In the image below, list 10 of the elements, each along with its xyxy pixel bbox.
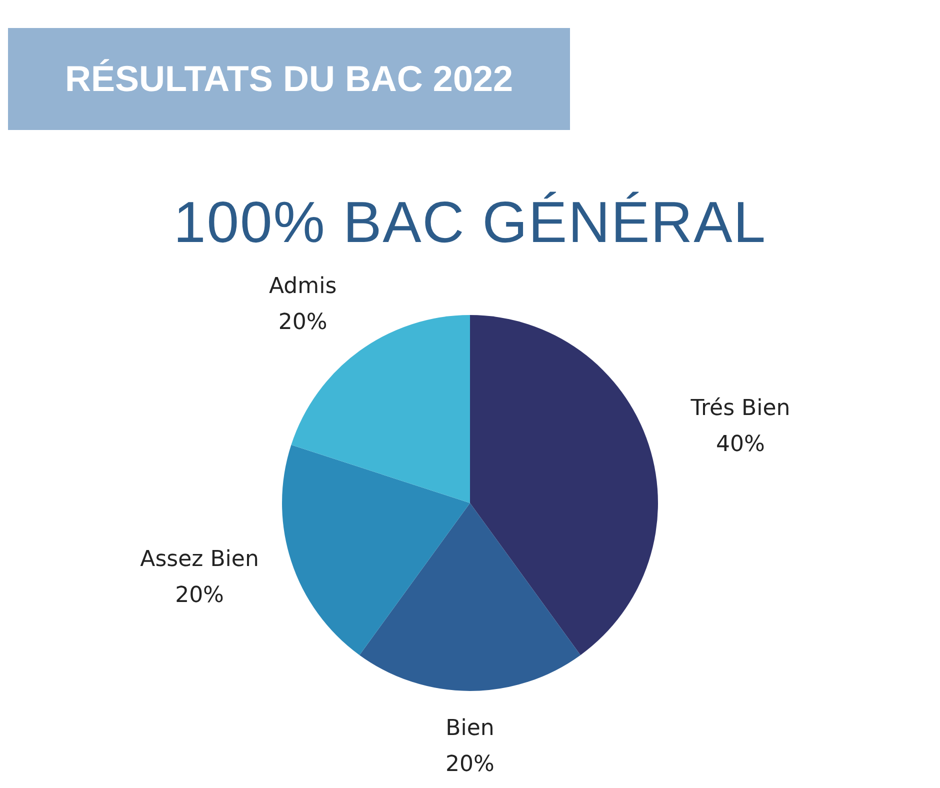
data-label: 20% [278, 310, 328, 335]
slice-label: Assez Bien [140, 547, 259, 572]
data-label: 40% [716, 432, 765, 458]
slice-label: Bien [446, 716, 494, 742]
chart-subtitle: 100% BAC GÉNÉRAL [172, 190, 768, 255]
data-label: 20% [175, 583, 224, 608]
slice-label: Trés Bien [690, 396, 790, 422]
chart-title: RÉSULTATS DU BAC 2022 [64, 58, 514, 100]
data-label: 20% [446, 752, 494, 778]
slice-label: Admis [269, 274, 337, 299]
